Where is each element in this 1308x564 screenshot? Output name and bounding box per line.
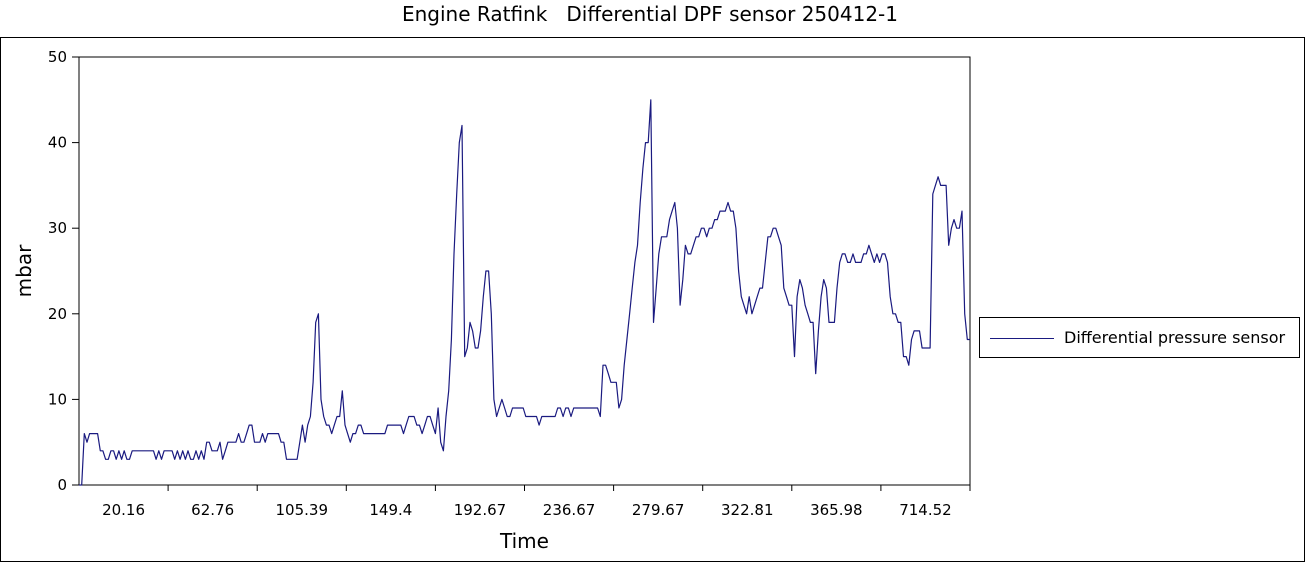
x-tick-label: 365.98 <box>810 501 863 519</box>
x-tick-label: 322.81 <box>721 501 774 519</box>
y-axis-label: mbar <box>12 244 36 297</box>
x-tick-label: 62.76 <box>191 501 234 519</box>
y-tick-label: 20 <box>48 305 67 323</box>
x-tick-label: 192.67 <box>454 501 507 519</box>
y-tick-label: 50 <box>48 48 67 66</box>
y-tick-label: 30 <box>48 219 67 237</box>
x-tick-label: 149.4 <box>369 501 412 519</box>
y-tick-label: 40 <box>48 134 67 152</box>
chart-frame: 0 10 20 30 40 50 20.16 62.76 105.39 149.4 192.67 23… <box>0 37 1305 562</box>
x-tick-label: 279.67 <box>632 501 685 519</box>
series-line <box>79 99 970 486</box>
plot-area: 0 10 20 30 40 50 20.16 62.76 105.39 149.4 192.67 23… <box>12 48 971 553</box>
legend-label: Differential pressure sensor <box>1064 328 1286 347</box>
x-tick-label: 20.16 <box>102 501 145 519</box>
legend: Differential pressure sensor <box>979 317 1300 358</box>
x-axis-label: Time <box>499 529 549 553</box>
x-tick-label: 105.39 <box>276 501 329 519</box>
x-tick-label: 714.52 <box>899 501 952 519</box>
plot-border <box>78 56 971 486</box>
x-tick-label: 236.67 <box>543 501 596 519</box>
legend-line-swatch <box>990 338 1054 339</box>
y-tick-label: 0 <box>57 476 67 494</box>
y-tick-label: 10 <box>48 390 67 408</box>
chart-title: Engine Ratfink Differential DPF sensor 2… <box>401 2 898 26</box>
